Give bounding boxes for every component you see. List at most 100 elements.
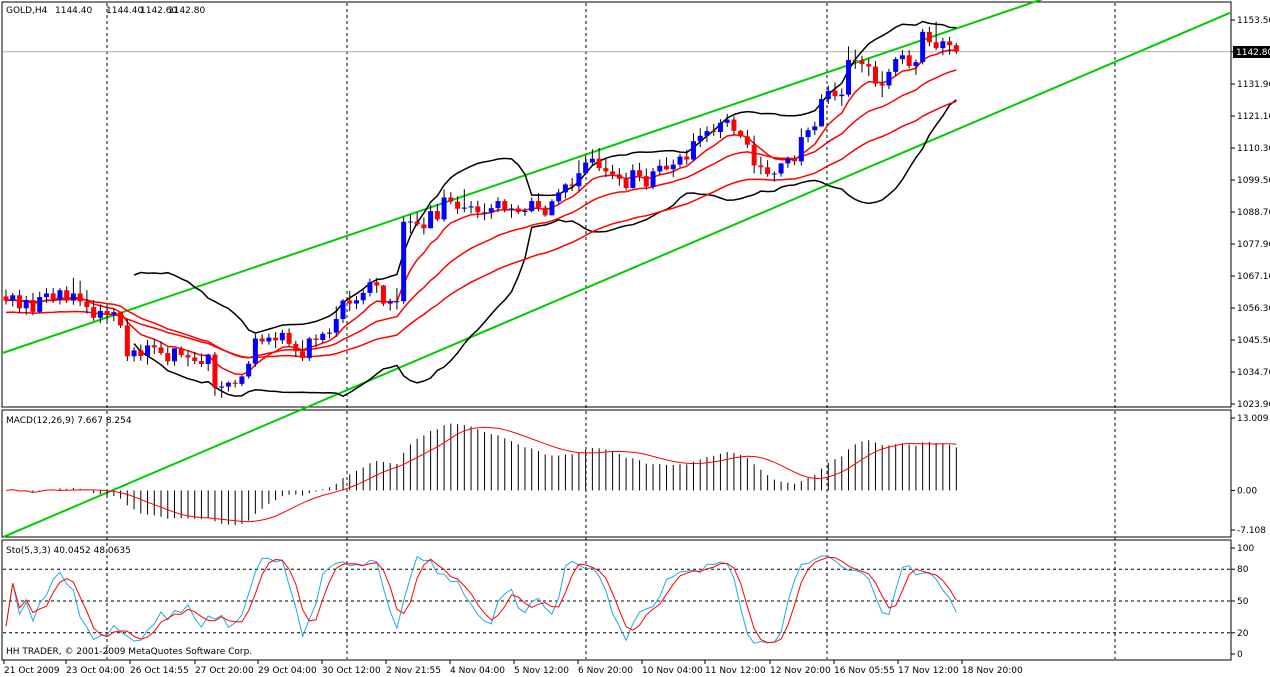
candle — [165, 347, 171, 366]
candle — [899, 49, 905, 65]
candle — [77, 280, 83, 306]
time-tick-label: 26 Oct 14:55 — [130, 666, 189, 676]
candle — [320, 331, 326, 343]
candle-body — [340, 300, 346, 319]
price-tick-label: 1131.90 — [1237, 80, 1270, 90]
candle-body — [731, 119, 737, 131]
candle — [859, 55, 865, 73]
candle — [657, 159, 663, 175]
candle — [172, 348, 177, 366]
candle-body — [10, 295, 16, 301]
time-tick-label: 21 Oct 2009 — [4, 666, 60, 676]
candle-body — [529, 201, 535, 212]
candle — [926, 26, 932, 47]
candle-body — [535, 201, 541, 208]
candle — [765, 160, 771, 177]
price-panel — [2, 0, 1231, 538]
candle-body — [37, 297, 43, 312]
candle-body — [448, 197, 454, 202]
macd-label: MACD(12,26,9) 7.667 8.254 — [6, 416, 132, 426]
candle — [751, 135, 757, 174]
candle-body — [515, 208, 521, 212]
candle-body — [138, 350, 144, 356]
candle-body — [455, 201, 461, 209]
candle-body — [738, 130, 744, 137]
ohlc-high: 1144.40 — [106, 6, 143, 16]
candle — [664, 157, 670, 171]
candle — [731, 116, 737, 135]
candle-body — [920, 31, 926, 63]
candle — [583, 156, 589, 175]
candle-body — [165, 353, 171, 362]
candle — [30, 292, 36, 316]
candle-body — [428, 211, 434, 229]
candle-body — [124, 325, 130, 357]
candle — [920, 28, 926, 65]
candle-body — [198, 361, 204, 364]
current-price-badge-bg — [1233, 46, 1270, 58]
candle-body — [57, 290, 63, 300]
candle — [650, 167, 656, 190]
copyright-text: HH TRADER, © 2001-2009 MetaQuotes Softwa… — [6, 647, 252, 657]
candle — [596, 148, 602, 172]
candle — [825, 85, 831, 104]
candle — [670, 159, 676, 178]
candle-body — [300, 351, 306, 359]
candle — [118, 311, 124, 328]
candle-body — [812, 126, 818, 131]
price-tick-label: 1088.70 — [1237, 208, 1270, 218]
candle-body — [353, 300, 359, 304]
candle-body — [778, 163, 784, 174]
candle — [852, 49, 858, 69]
candle — [333, 306, 339, 337]
candle-body — [690, 141, 696, 160]
candle-body — [603, 168, 609, 172]
candle — [131, 347, 137, 362]
time-tick-label: 4 Nov 04:00 — [450, 666, 505, 676]
candle — [461, 189, 467, 213]
candle — [10, 292, 16, 307]
candle-body — [421, 224, 427, 229]
stochastic-tick-label: 20 — [1237, 629, 1249, 639]
candle-body — [151, 345, 157, 348]
candle-body — [825, 90, 831, 100]
candle-body — [441, 197, 447, 220]
candle-body — [926, 31, 932, 43]
candle — [360, 289, 366, 305]
candle-body — [866, 64, 872, 67]
candle-body — [630, 170, 636, 188]
candle-body — [77, 293, 83, 302]
stochastic-main-line — [5, 555, 957, 644]
candle-body — [502, 201, 508, 210]
stochastic-label: Sto(5,3,3) 40.0452 48.0635 — [6, 546, 131, 556]
candle — [421, 217, 427, 235]
candle-body — [252, 338, 258, 364]
candle-body — [387, 301, 393, 304]
candle — [839, 88, 845, 106]
candle-body — [765, 167, 771, 175]
ohlc-open: 1144.40 — [55, 6, 92, 16]
candle-body — [293, 343, 299, 352]
candle-body — [704, 131, 710, 136]
time-tick-label: 2 Nov 21:55 — [386, 666, 441, 676]
candle — [603, 157, 609, 178]
candle-body — [50, 293, 56, 300]
candle-body — [239, 376, 245, 384]
candle — [913, 59, 919, 75]
candle — [367, 278, 373, 297]
candle — [84, 290, 90, 314]
candle — [64, 286, 70, 303]
period-separators — [3, 3, 1230, 659]
price-tick-label: 1110.30 — [1237, 144, 1270, 154]
candle-body — [589, 158, 595, 163]
stochastic-signal-line — [5, 556, 957, 644]
candle — [529, 197, 535, 213]
candle-body — [913, 62, 919, 66]
candle — [414, 212, 420, 226]
candle — [212, 352, 218, 396]
macd-panel-frame — [1, 409, 1232, 538]
candle-body — [616, 174, 622, 179]
candle — [562, 183, 568, 199]
stochastic-panel-frame — [1, 539, 1232, 661]
